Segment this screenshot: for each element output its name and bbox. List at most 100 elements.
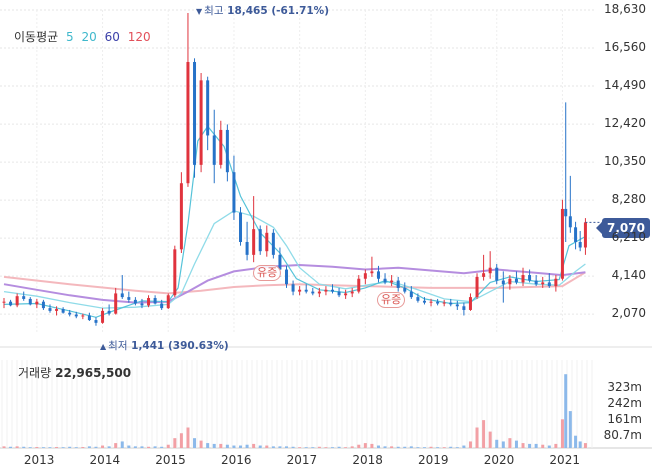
candle-body xyxy=(508,278,512,285)
volume-bar xyxy=(578,441,582,448)
price-tick-label: 14,490 xyxy=(604,78,646,93)
volume-bar xyxy=(311,447,315,448)
candle-body xyxy=(416,297,420,301)
volume-bar xyxy=(350,446,354,448)
candle-body xyxy=(350,291,354,294)
ma120-label: 120 xyxy=(127,30,151,44)
price-tick-label: 18,630 xyxy=(604,2,646,16)
ma-legend-title: 이동평균 xyxy=(14,30,59,44)
volume-bar xyxy=(370,443,374,448)
candle-body xyxy=(422,300,426,303)
volume-bar xyxy=(133,446,137,448)
volume-bar xyxy=(41,447,45,448)
candle-body xyxy=(370,271,374,274)
time-tick-label: 2021 xyxy=(549,453,580,467)
candle-body xyxy=(225,129,229,173)
volume-bar xyxy=(68,446,72,448)
volume-bar xyxy=(304,447,308,448)
volume-bar xyxy=(442,447,446,448)
volume-bar xyxy=(232,445,236,448)
volume-value: 22,965,500 xyxy=(55,366,132,380)
volume-bar xyxy=(403,446,407,448)
price-tick-label: 6,210 xyxy=(611,230,646,245)
rights-offering-badge[interactable]: 유증 xyxy=(253,265,282,281)
candle-body xyxy=(344,293,348,296)
time-tick-label: 2019 xyxy=(418,453,449,467)
candle-body xyxy=(436,301,440,304)
volume-bar xyxy=(140,446,144,448)
rights-offering-badge[interactable]: 유증 xyxy=(377,292,406,308)
volume-bar xyxy=(436,447,440,448)
volume-bar xyxy=(114,443,118,448)
volume-bar xyxy=(475,427,479,448)
candle-body xyxy=(232,172,236,213)
candle-body xyxy=(403,287,407,292)
ma60-label: 60 xyxy=(104,30,120,44)
volume-bar xyxy=(468,441,472,448)
candle-body xyxy=(35,301,39,305)
volume-tick-label: 323m xyxy=(607,380,642,394)
candle-body xyxy=(120,293,124,298)
candle-body xyxy=(475,276,479,298)
volume-bar xyxy=(48,447,52,448)
volume-bar xyxy=(127,445,131,448)
candle-body xyxy=(429,301,433,303)
volume-bar xyxy=(291,446,295,448)
candle-body xyxy=(409,291,413,298)
candle-body xyxy=(87,315,91,321)
candle-body xyxy=(298,289,302,292)
candle-body xyxy=(160,303,164,309)
candle-body xyxy=(212,135,216,165)
volume-bar xyxy=(409,446,413,448)
ma20-line xyxy=(3,125,586,318)
volume-bar xyxy=(560,419,564,448)
volume-bar xyxy=(193,438,197,448)
ma-legend: 이동평균 5 20 60 120 xyxy=(14,28,155,45)
volume-tick-label: 161m xyxy=(607,412,642,426)
time-tick-label: 2016 xyxy=(220,453,252,467)
candle-body xyxy=(324,289,328,292)
candle-body xyxy=(94,320,98,323)
candle-body xyxy=(560,208,564,279)
high-marker-prefix: 최고 xyxy=(204,5,224,17)
volume-bar xyxy=(416,447,420,448)
candle-body xyxy=(74,314,78,317)
volume-bar xyxy=(488,431,492,448)
volume-bar xyxy=(285,446,289,448)
volume-bar xyxy=(120,441,124,448)
candle-body xyxy=(547,282,551,287)
volume-bar xyxy=(15,446,19,448)
candle-body xyxy=(455,304,459,307)
volume-bar xyxy=(179,433,183,448)
candle-body xyxy=(383,278,387,283)
candle-body xyxy=(495,267,499,281)
candle-body xyxy=(363,273,367,279)
volume-bar xyxy=(219,443,223,448)
volume-bar xyxy=(455,447,459,448)
volume-bar xyxy=(35,447,39,448)
low-marker: ▲ 최저 1,441 (390.63%) xyxy=(100,338,229,353)
candle-body xyxy=(68,312,72,315)
candle-body xyxy=(285,269,289,285)
candle-body xyxy=(291,284,295,292)
price-tick-label: 10,350 xyxy=(604,154,646,169)
up-triangle-icon: ▲ xyxy=(100,342,107,351)
candle-body xyxy=(317,291,321,294)
volume-bar xyxy=(574,435,578,448)
price-tick-label: 4,140 xyxy=(611,268,646,283)
candle-body xyxy=(41,301,45,309)
volume-bar xyxy=(206,443,210,448)
volume-bar xyxy=(74,447,78,448)
time-tick-label: 2014 xyxy=(89,453,121,467)
candle-body xyxy=(449,302,453,305)
volume-bar xyxy=(2,446,6,448)
volume-bar xyxy=(147,446,151,448)
candle-body xyxy=(107,310,111,314)
volume-bar xyxy=(252,443,256,448)
volume-bar xyxy=(547,445,551,448)
volume-bar xyxy=(495,439,499,448)
price-tick-label: 12,420 xyxy=(604,116,646,131)
candle-body xyxy=(376,271,380,279)
candle-body xyxy=(357,278,361,292)
